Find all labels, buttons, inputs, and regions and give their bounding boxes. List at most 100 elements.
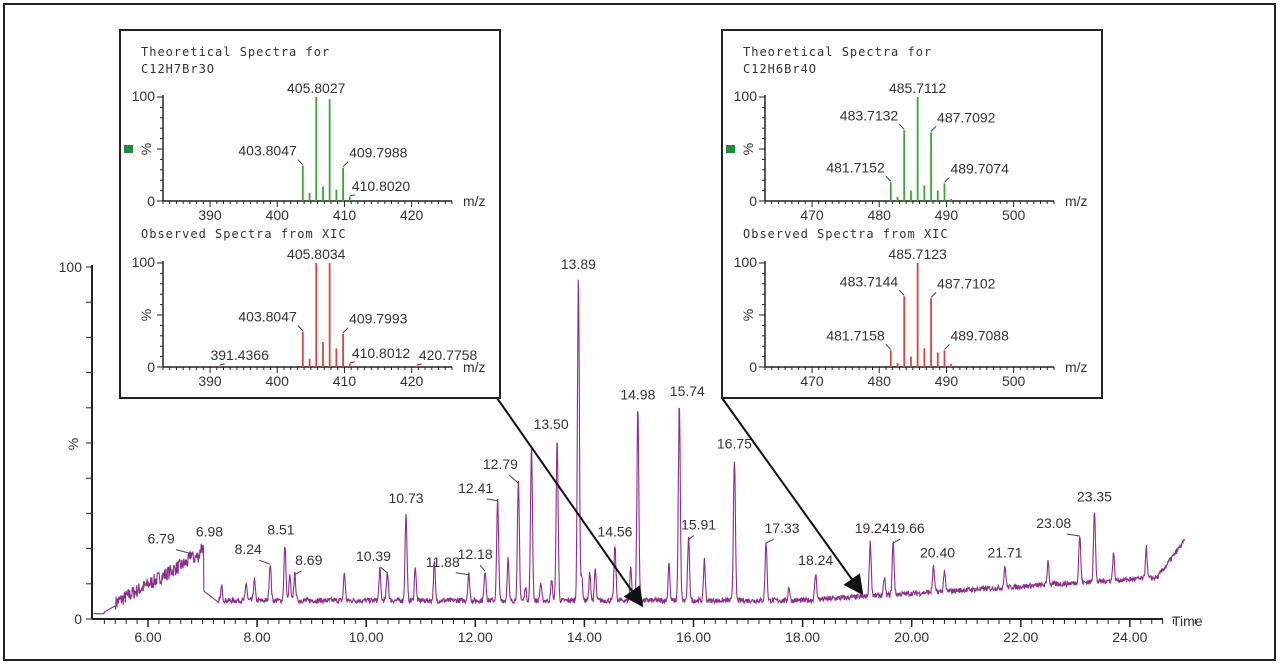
peak-leader-line <box>892 538 901 544</box>
peak-leader-line <box>688 535 694 540</box>
spectrum-x-label: m/z <box>1065 359 1088 375</box>
peak-label: 20.40 <box>920 545 955 561</box>
inset-formula: C12H6Br4O <box>743 62 817 76</box>
spectrum-y-tick-label: 100 <box>734 88 758 104</box>
legend-swatch <box>726 145 735 153</box>
spectrum-x-tick-label: 410 <box>333 373 357 389</box>
peak-label: 10.73 <box>388 490 423 506</box>
spectrum-leader-line <box>898 289 905 296</box>
peak-label: 21.71 <box>987 545 1022 561</box>
x-tick-label: 14.00 <box>567 629 602 645</box>
spectrum-peak-label: 409.7988 <box>349 145 408 161</box>
spectrum-leader-line <box>342 161 349 168</box>
spectrum-peak-label: 483.7132 <box>840 107 899 123</box>
peak-label: 8.69 <box>295 552 322 568</box>
peak-label: 23.35 <box>1077 488 1112 504</box>
x-tick-label: 10.00 <box>349 629 384 645</box>
spectrum-leader-line <box>219 363 225 366</box>
peak-leader-line <box>175 549 192 555</box>
spectrum-x-tick-label: 500 <box>1002 373 1026 389</box>
inset-formula: C12H7Br3O <box>141 62 215 76</box>
x-tick-label: 12.00 <box>458 629 493 645</box>
spectrum-peak-label: 485.7123 <box>888 246 947 262</box>
main-chromatogram: 6.00 8.00 10.00 12.00 14.00 16.00 18.00 20.00 22… <box>59 256 1203 645</box>
legend-swatch <box>124 145 133 153</box>
peak-label: 6.79 <box>147 531 174 547</box>
peak-label: 6.98 <box>196 524 223 540</box>
spectrum-x-tick-label: 470 <box>800 207 824 223</box>
spectrum-peak-label: 403.8047 <box>238 143 297 159</box>
x-tick-label: 16.00 <box>676 629 711 645</box>
spectrum-leader-line <box>416 363 422 366</box>
spectrum-x-tick-label: 390 <box>198 207 222 223</box>
spectrum-peak-label: 405.8027 <box>287 80 346 96</box>
peak-label: 10.39 <box>356 548 391 564</box>
spectrum-y-label: % <box>138 309 154 321</box>
x-tick-label: 6.00 <box>134 629 161 645</box>
spectrum-y-tick-label: 100 <box>132 88 156 104</box>
spectrum-leader-line <box>349 194 355 197</box>
spectrum-x-label: m/z <box>1065 193 1088 209</box>
peak-label: 23.08 <box>1036 515 1071 531</box>
peak-label: 11.88 <box>426 554 460 570</box>
peak-label: 8.51 <box>267 522 294 538</box>
peak-label: 17.33 <box>765 520 800 536</box>
chromatogram-trace <box>93 279 1185 615</box>
spectrum-peak-label: 409.7993 <box>349 311 408 327</box>
spectrum-peak-label: 403.8047 <box>238 309 297 325</box>
inset-frame <box>119 29 501 399</box>
x-tick-label: 20.00 <box>894 629 929 645</box>
spectrum-leader-line <box>944 176 950 183</box>
spectrum-leader-line <box>297 159 304 165</box>
spectrum-peak-label: 489.7088 <box>950 327 1009 343</box>
peak-label: 14.98 <box>620 386 655 402</box>
spectrum-y-label: % <box>138 143 154 155</box>
spectrum-x-tick-label: 480 <box>868 373 892 389</box>
spectrum-x-tick-label: 400 <box>266 207 290 223</box>
spectrum-y-label: % <box>740 143 756 155</box>
spectrum-peak-label: 420.7758 <box>419 347 478 363</box>
spectrum-y-tick-label: 0 <box>147 359 155 375</box>
peak-leader-line <box>380 566 388 574</box>
peak-leader-line <box>455 572 469 576</box>
spectrum-y-tick-label: 100 <box>734 254 758 270</box>
spectrum-leader-line <box>297 325 304 331</box>
peak-label: 13.50 <box>534 416 569 432</box>
peak-label: 12.41 <box>458 480 493 496</box>
peak-label: 14.56 <box>597 524 632 540</box>
observed-title: Observed Spectra from XIC <box>743 227 949 241</box>
y-tick-label: 0 <box>74 611 82 627</box>
y-axis-label: % <box>65 438 81 450</box>
spectrum-peak-label: 485.7112 <box>889 80 947 96</box>
spectrum-x-tick-label: 490 <box>935 207 959 223</box>
spectrum-peak-label: 405.8034 <box>287 246 346 262</box>
spectrum-peak-label: 481.7158 <box>826 327 885 343</box>
spectrum-peak-label: 487.7092 <box>937 109 996 125</box>
peak-leader-line <box>486 498 498 502</box>
peak-label: 12.79 <box>483 456 518 472</box>
spectrum-peak-label: 489.7074 <box>950 160 1009 176</box>
peak-leader-line <box>1066 533 1080 537</box>
peak-leader-line <box>479 564 486 572</box>
spectrum-x-tick-label: 420 <box>400 207 424 223</box>
peak-label: 15.74 <box>670 383 705 399</box>
peak-label: 13.89 <box>561 256 596 272</box>
inset-title: Theoretical Spectra for <box>743 45 932 59</box>
spectrum-leader-line <box>349 361 355 364</box>
spectrum-x-tick-label: 500 <box>1002 207 1026 223</box>
spectrum-peak-label: 410.8020 <box>352 178 411 194</box>
spectrum-x-tick-label: 470 <box>800 373 824 389</box>
spectrum-leader-line <box>342 327 349 334</box>
peak-leader-line <box>509 474 519 484</box>
inset-c12h7br3o: Theoretical Spectra for C12H7Br3O Observed… <box>119 29 501 399</box>
x-tick-label: 18.00 <box>785 629 820 645</box>
spectrum-leader-line <box>898 123 905 130</box>
spectrum-y-tick-label: 0 <box>749 193 757 209</box>
spectrum-x-tick-label: 400 <box>266 373 290 389</box>
spectrum-peak-label: 483.7144 <box>840 273 899 289</box>
spectrum-leader-line <box>930 126 937 132</box>
spectrum-x-tick-label: 490 <box>935 373 959 389</box>
spectrum-x-tick-label: 390 <box>198 373 222 389</box>
x-tick-label: 8.00 <box>243 629 270 645</box>
